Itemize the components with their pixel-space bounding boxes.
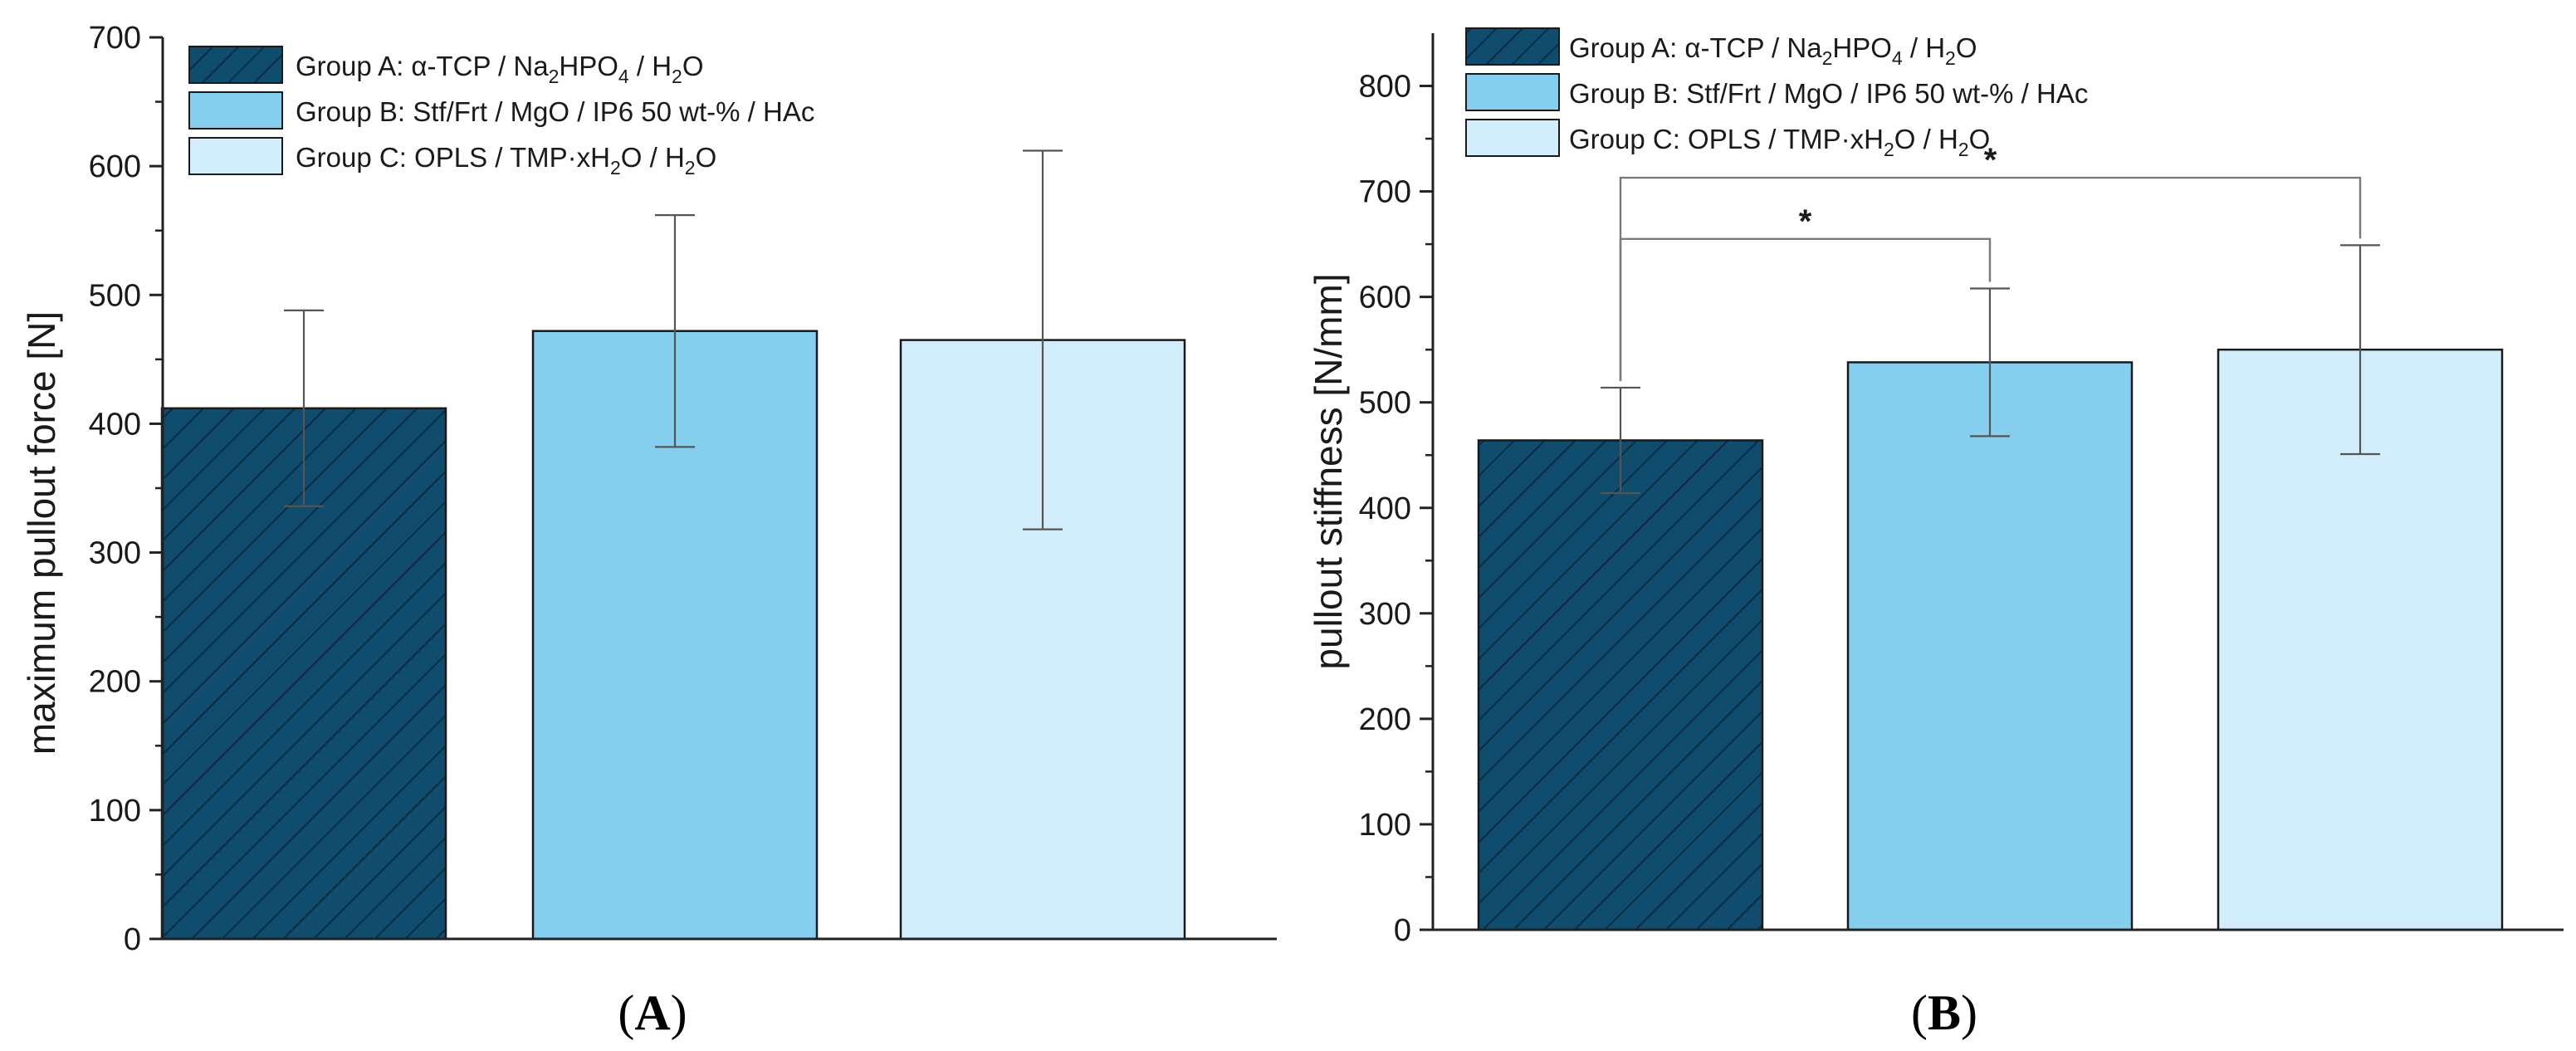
legend-swatch [1465, 27, 1560, 66]
error-bar-group-b [1970, 287, 2010, 438]
y-tick-label: 100 [89, 794, 141, 829]
legend-label: Group B: Stf/Frt / MgO / IP6 50 wt-% / H… [1569, 78, 2088, 109]
legend-label: Group C: OPLS / TMP·xH2O / H2O [296, 142, 716, 178]
error-bar-group-a [1601, 386, 1640, 495]
panel-a-bars [160, 330, 1186, 941]
y-tick-label: 400 [1359, 491, 1411, 526]
legend-label: Group A: α-TCP / Na2HPO4 / H2O [296, 51, 704, 87]
legend-swatch [188, 91, 283, 130]
legend-label: Group C: OPLS / TMP·xH2O / H2O [1569, 124, 1990, 160]
significance-label: * [1799, 203, 1812, 240]
y-tick-label: 800 [1359, 70, 1411, 105]
error-bar-group-c [2340, 244, 2380, 456]
panel-b-legend: Group A: α-TCP / Na2HPO4 / H2O Group B: S… [1465, 27, 2088, 160]
y-tick-label: 600 [89, 149, 141, 184]
y-tick-label: 200 [1359, 702, 1411, 737]
y-tick-label: 700 [89, 21, 141, 56]
bar-group-b [1846, 361, 2134, 931]
panel-b-significance: ** [1619, 142, 2362, 381]
panel-a-chart: 0 100 200 300 400 500 600 700 Group A: α-TCP / … [20, 21, 1277, 1040]
legend-label: Group B: Stf/Frt / MgO / IP6 50 wt-% / H… [296, 96, 814, 127]
panel-b-y-axis-title: pullout stiffness [N/mm] [1307, 273, 1350, 669]
legend-entry-2: Group B: Stf/Frt / MgO / IP6 50 wt-% / H… [188, 91, 814, 130]
y-tick-label: 0 [124, 922, 141, 957]
legend-entry-1: Group A: α-TCP / Na2HPO4 / H2O [188, 46, 704, 87]
significance-bracket: * [1619, 203, 1992, 381]
error-bar-group-c [1023, 149, 1063, 530]
y-tick-label: 500 [1359, 386, 1411, 421]
panel-b-label: (B) [1911, 985, 1977, 1040]
legend-entry-2: Group B: Stf/Frt / MgO / IP6 50 wt-% / H… [1465, 73, 2088, 111]
legend-swatch [188, 46, 283, 84]
panel-a-axes: 0 100 200 300 400 500 600 700 [89, 21, 1277, 957]
legend-label: Group A: α-TCP / Na2HPO4 / H2O [1569, 32, 1977, 69]
y-tick-label: 100 [1359, 808, 1411, 843]
legend-swatch [188, 137, 283, 175]
significance-label: * [1984, 142, 1997, 178]
panel-b-axes: 0 100 200 300 400 500 600 700 800 [1359, 33, 2564, 948]
panel-a-error-bars [284, 149, 1063, 530]
bar-group-a [1477, 439, 1764, 931]
y-tick-label: 0 [1394, 913, 1411, 948]
panel-a-label: (A) [618, 985, 687, 1040]
y-tick-label: 600 [1359, 281, 1411, 315]
error-bar-group-b [655, 213, 695, 448]
y-tick-label: 400 [89, 407, 141, 442]
y-tick-label: 200 [89, 665, 141, 700]
significance-bracket: * [1619, 142, 2362, 381]
y-tick-label: 700 [1359, 175, 1411, 210]
y-tick-label: 500 [89, 278, 141, 313]
legend-entry-3: Group C: OPLS / TMP·xH2O / H2O [1465, 119, 1990, 160]
legend-swatch [1465, 119, 1560, 157]
legend-swatch [1465, 73, 1560, 111]
panel-a-legend: Group A: α-TCP / Na2HPO4 / H2O Group B: S… [188, 46, 814, 178]
legend-entry-3: Group C: OPLS / TMP·xH2O / H2O [188, 137, 716, 178]
error-bar-group-a [284, 309, 324, 507]
legend-entry-1: Group A: α-TCP / Na2HPO4 / H2O [1465, 27, 1977, 69]
y-tick-label: 300 [89, 536, 141, 571]
y-tick-label: 300 [1359, 597, 1411, 632]
panel-b-error-bars [1601, 244, 2380, 495]
panel-a-y-axis-title: maximum pullout force [N] [20, 311, 63, 755]
